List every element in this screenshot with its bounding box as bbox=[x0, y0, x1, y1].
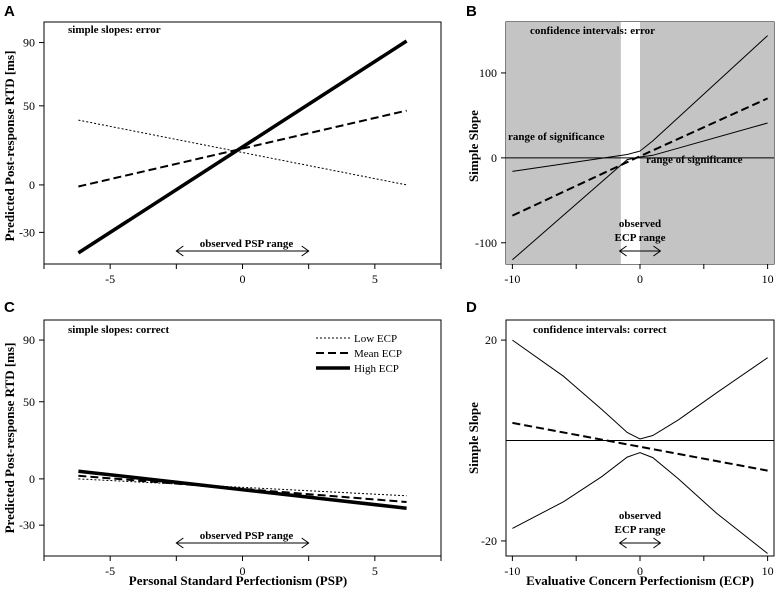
legend-label-low-ecp: Low ECP bbox=[354, 333, 397, 345]
panel-a-annotation: simple slopes: error bbox=[68, 24, 161, 36]
panel-a-xtick-label: 0 bbox=[240, 272, 246, 286]
panel-b-xtick-label: 0 bbox=[637, 272, 643, 286]
panel-c-annotation: simple slopes: correct bbox=[68, 324, 170, 336]
panel-letter-d: D bbox=[466, 299, 477, 316]
panel-c-xtick-label: 5 bbox=[372, 564, 378, 578]
panel-a-ytick-label: 50 bbox=[23, 99, 35, 113]
panel-d-range-label-line1: observed bbox=[619, 510, 661, 522]
panel-a-xtick-label: -5 bbox=[105, 272, 115, 286]
panel-c-observed-range-arrow bbox=[175, 537, 310, 549]
panel-c-ytick-label: 0 bbox=[29, 472, 35, 486]
panel-c-ytick-label: 50 bbox=[23, 395, 35, 409]
panel-b-series-lower-bound bbox=[512, 122, 768, 261]
panel-a-ylabel: Predicted Post-response RTD [ms] bbox=[2, 51, 17, 242]
panel-b-xtick-label: -10 bbox=[504, 272, 520, 286]
panel-c-ytick-label: -30 bbox=[19, 518, 35, 532]
panel-c-series-low-ecp bbox=[78, 478, 407, 497]
panel-letter-c: C bbox=[4, 299, 15, 316]
panel-d-annotation: confidence intervals: correct bbox=[533, 324, 667, 336]
panel-a-series-high-ecp bbox=[77, 39, 408, 255]
panel-d-xtick-label: 10 bbox=[762, 564, 774, 578]
panel-b-ytick-label: -100 bbox=[475, 236, 497, 250]
legend-label-high-ecp: High ECP bbox=[354, 363, 399, 375]
panel-letter-a: A bbox=[4, 3, 15, 20]
panel-b-ytick-label: 100 bbox=[479, 66, 497, 80]
legend-label-mean-ecp: Mean ECP bbox=[354, 348, 402, 360]
panel-c-series-mean-ecp bbox=[78, 474, 407, 503]
panel-b-observed-range-arrow bbox=[618, 245, 662, 257]
panel-b-significance-label-left: range of significance bbox=[508, 131, 605, 143]
panel-b-series-simple-slope bbox=[511, 97, 769, 217]
panel-b: B confidence intervals: error Simple Slo… bbox=[466, 3, 775, 286]
panel-b-xtick-label: 10 bbox=[762, 272, 774, 286]
panel-d-xtick-label: 0 bbox=[637, 564, 643, 578]
panel-d-range-label-line2: ECP range bbox=[614, 524, 665, 536]
panel-a-xtick-label: 5 bbox=[372, 272, 378, 286]
panel-c-legend: Low ECP Mean ECP High ECP bbox=[316, 333, 402, 375]
panel-c-ylabel: Predicted Post-response RTD [ms] bbox=[2, 343, 17, 534]
panel-b-ylabel: Simple Slope bbox=[466, 110, 481, 182]
panel-c-xtick-label: 0 bbox=[240, 564, 246, 578]
panel-b-nonsignificant-region bbox=[620, 22, 640, 264]
panel-c-series-high-ecp bbox=[78, 469, 407, 510]
panel-d-xlabel: Evaluative Concern Perfectionism (ECP) bbox=[526, 573, 754, 588]
panel-b-range-label-line1: observed bbox=[619, 218, 661, 230]
panel-d-series-upper-bound bbox=[512, 339, 768, 440]
panel-c-range-label: observed PSP range bbox=[200, 530, 294, 542]
panel-d-ytick-label: 20 bbox=[485, 333, 497, 347]
panel-a-ytick-label: -30 bbox=[19, 225, 35, 239]
panel-c-xtick-label: -5 bbox=[105, 564, 115, 578]
panel-a-ytick-label: 90 bbox=[23, 36, 35, 50]
panel-a-ytick-label: 0 bbox=[29, 178, 35, 192]
panel-b-annotation: confidence intervals: error bbox=[530, 25, 655, 37]
panel-c: C simple slopes: correct Predicted Post-… bbox=[2, 299, 442, 588]
panel-d: D confidence intervals: correct Simple S… bbox=[466, 299, 775, 588]
panel-b-range-label-line2: ECP range bbox=[614, 232, 665, 244]
panel-a-observed-range-arrow bbox=[175, 245, 310, 257]
panel-d-observed-range-arrow bbox=[618, 537, 662, 549]
panel-d-ytick-label: -20 bbox=[481, 534, 497, 548]
panel-c-ytick-label: 90 bbox=[23, 333, 35, 347]
panel-d-series-lower-bound bbox=[512, 452, 768, 554]
panel-a-range-label: observed PSP range bbox=[200, 238, 294, 250]
panel-b-ytick-label: 0 bbox=[491, 151, 497, 165]
panel-b-series-upper-bound bbox=[512, 35, 768, 172]
panel-d-ylabel: Simple Slope bbox=[466, 402, 481, 474]
panel-d-xtick-label: -10 bbox=[504, 564, 520, 578]
panel-a: A simple slopes: error Predicted Post-re… bbox=[2, 3, 442, 286]
panel-c-xlabel: Personal Standard Perfectionism (PSP) bbox=[129, 573, 347, 588]
panel-letter-b: B bbox=[466, 3, 477, 20]
panel-b-significance-label-right: range of significance bbox=[646, 154, 743, 166]
panel-d-series-simple-slope bbox=[512, 421, 768, 472]
